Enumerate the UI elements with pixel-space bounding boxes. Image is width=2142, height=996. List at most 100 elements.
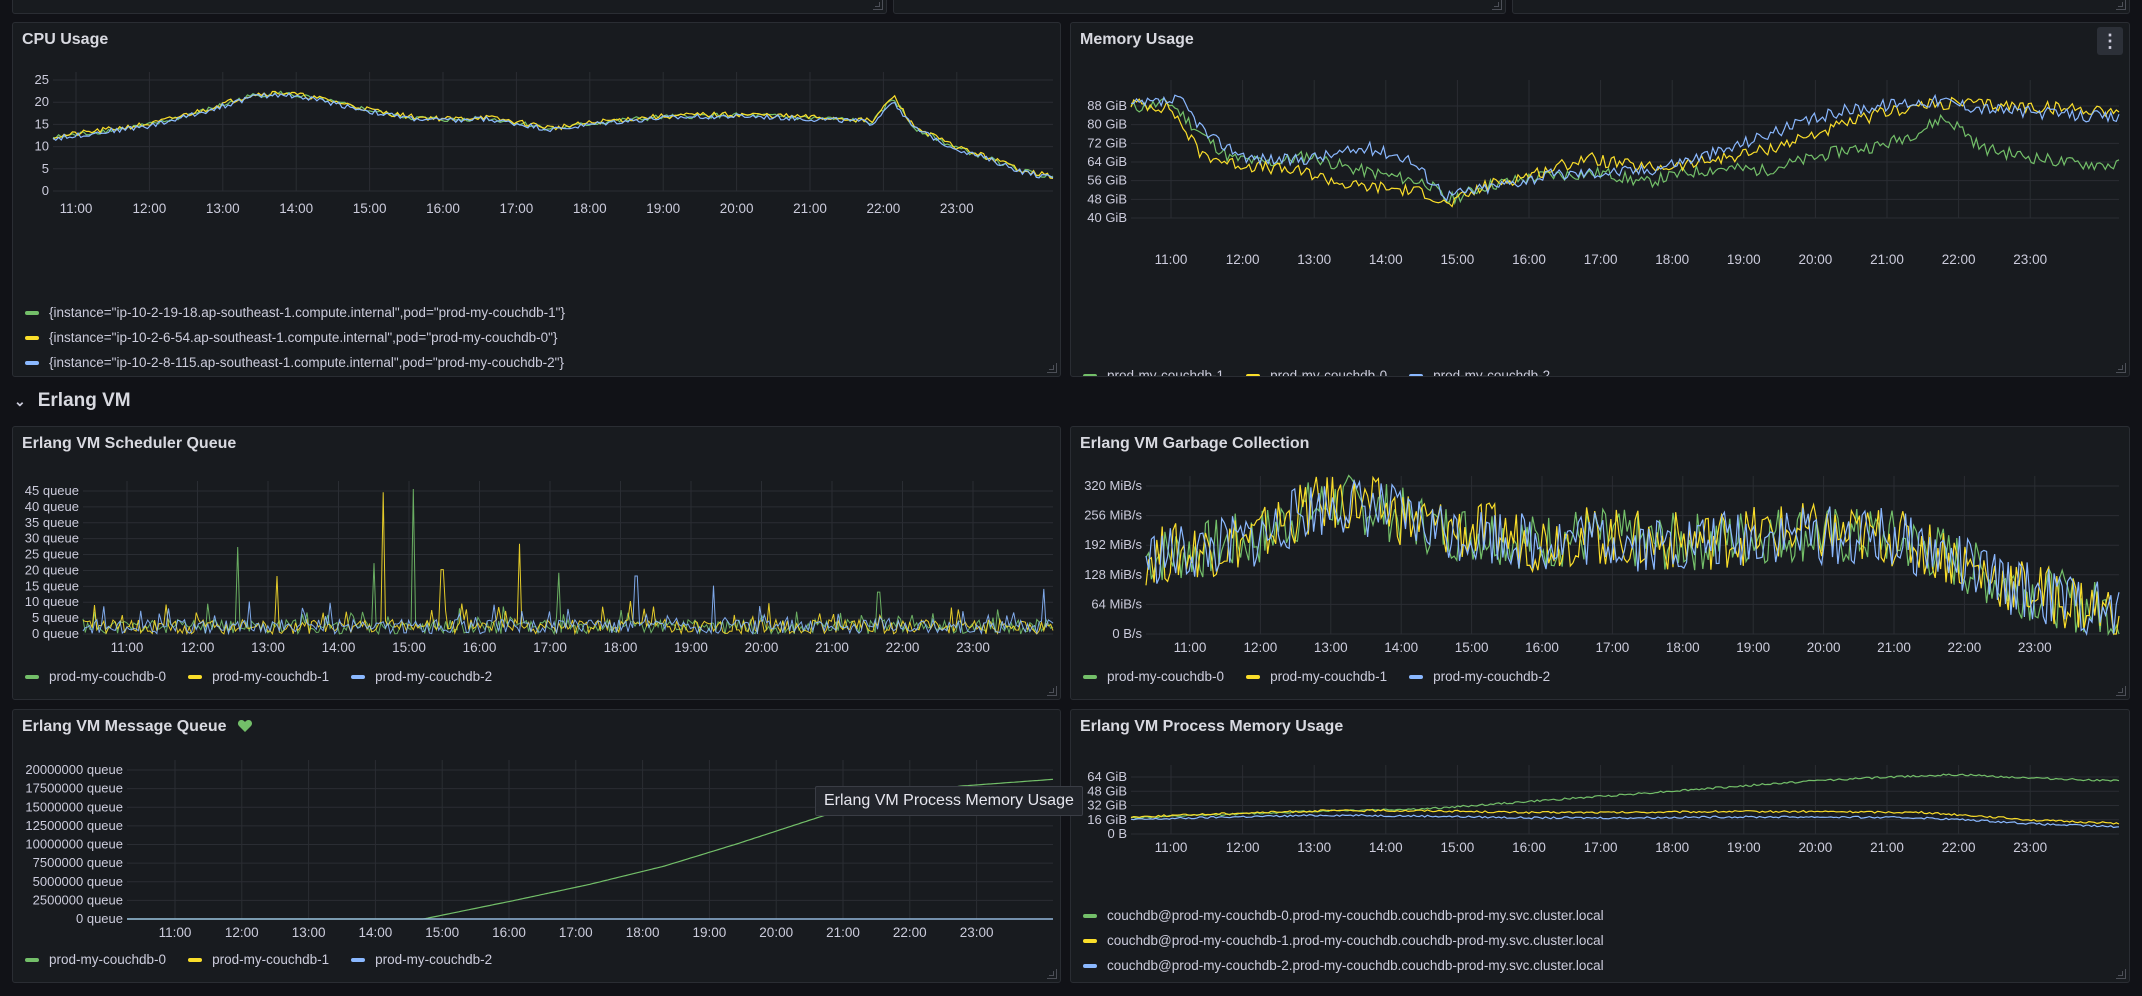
x-tick-label: 16:00	[1525, 640, 1559, 655]
legend-label: prod-my-couchdb-1	[1107, 368, 1225, 377]
resize-handle[interactable]	[2116, 686, 2126, 696]
y-tick-label: 12500000 queue	[25, 818, 123, 833]
x-tick-label: 12:00	[1226, 840, 1260, 855]
chart-legend: prod-my-couchdb-1 prod-my-couchdb-0 prod-m…	[1083, 363, 1551, 377]
x-tick-label: 13:00	[292, 925, 326, 940]
x-tick-label: 18:00	[573, 201, 607, 216]
row-header-erlang-vm[interactable]: ⌄ Erlang VM	[14, 386, 131, 416]
legend-label: prod-my-couchdb-0	[49, 952, 167, 967]
legend-item[interactable]: prod-my-couchdb-0	[25, 952, 166, 967]
x-tick-label: 11:00	[1155, 840, 1188, 855]
x-tick-label: 22:00	[1942, 252, 1976, 267]
y-tick-label: 0 B	[1107, 826, 1127, 841]
x-tick-label: 20:00	[720, 201, 754, 216]
y-tick-label: 10 queue	[25, 594, 79, 609]
x-tick-label: 18:00	[1666, 640, 1700, 655]
x-tick-label: 12:00	[133, 201, 167, 216]
x-tick-label: 21:00	[1877, 640, 1911, 655]
legend-swatch	[1083, 938, 1097, 943]
y-tick-label: 64 MiB/s	[1091, 596, 1142, 611]
y-tick-label: 20 queue	[25, 562, 79, 577]
panel-title: Memory Usage	[1080, 31, 1194, 48]
x-tick-label: 18:00	[1655, 252, 1689, 267]
legend-item[interactable]: prod-my-couchdb-2	[1409, 669, 1550, 684]
series-line-prod-my-couchdb-1	[82, 492, 1054, 636]
panel-title: Erlang VM Process Memory Usage	[1080, 718, 1344, 735]
legend-swatch	[188, 957, 203, 962]
legend-item[interactable]: prod-my-couchdb-1	[188, 952, 329, 967]
message-queue-panel[interactable]: Erlang VM Message Queue 0 queue 2500000 q…	[12, 709, 1061, 983]
series-line-prod-my-couchdb-2	[82, 575, 1054, 636]
legend-swatch	[1246, 674, 1261, 679]
resize-handle[interactable]	[1047, 686, 1057, 696]
cpu-usage-panel[interactable]: CPU Usage 0 5 10 15 20 25 11:00 12:00 13:00 14:00…	[12, 22, 1061, 377]
legend-item[interactable]: couchdb@prod-my-couchdb-1.prod-my-couchd…	[1083, 928, 1604, 953]
legend-item[interactable]: prod-my-couchdb-1	[1246, 669, 1387, 684]
legend-swatch	[1083, 373, 1097, 376]
y-tick-label: 128 MiB/s	[1084, 567, 1142, 582]
x-tick-label: 15:00	[392, 640, 426, 655]
y-tick-label: 0 B/s	[1112, 626, 1142, 641]
legend-item[interactable]: prod-my-couchdb-1	[188, 669, 329, 684]
x-tick-label: 17:00	[1584, 252, 1618, 267]
x-tick-label: 21:00	[1870, 252, 1904, 267]
x-tick-label: 15:00	[1441, 840, 1475, 855]
legend-item[interactable]: prod-my-couchdb-2	[1409, 368, 1551, 377]
x-tick-label: 18:00	[604, 640, 638, 655]
resize-handle[interactable]	[873, 0, 883, 10]
x-tick-label: 19:00	[1727, 252, 1761, 267]
scheduler-queue-panel[interactable]: Erlang VM Scheduler Queue 0 queue 5 queue…	[12, 426, 1061, 700]
memory-usage-panel[interactable]: Memory Usage ⋮ 40 GiB 48 GiB 56 GiB 64 GiB 7…	[1070, 22, 2130, 377]
x-tick-label: 12:00	[225, 925, 259, 940]
x-tick-label: 22:00	[867, 201, 901, 216]
resize-handle[interactable]	[1047, 969, 1057, 979]
x-tick-label: 21:00	[793, 201, 827, 216]
legend-item[interactable]: {instance="ip-10-2-19-18.ap-southeast-1.…	[25, 300, 565, 325]
legend-label: prod-my-couchdb-0	[1270, 368, 1388, 377]
legend-item[interactable]: {instance="ip-10-2-6-54.ap-southeast-1.c…	[25, 325, 565, 350]
x-tick-label: 11:00	[159, 925, 192, 940]
x-tick-label: 20:00	[1799, 840, 1833, 855]
heart-icon[interactable]	[237, 718, 253, 734]
x-tick-label: 22:00	[1948, 640, 1982, 655]
resize-handle[interactable]	[2116, 0, 2126, 10]
x-tick-label: 13:00	[1297, 840, 1331, 855]
y-tick-label: 20000000 queue	[25, 762, 123, 777]
x-tick-label: 14:00	[1384, 640, 1418, 655]
panel-top-partial-3	[1512, 0, 2130, 14]
resize-handle[interactable]	[2116, 969, 2126, 979]
legend-item[interactable]: couchdb@prod-my-couchdb-2.prod-my-couchd…	[1083, 953, 1604, 978]
legend-item[interactable]: prod-my-couchdb-1	[1083, 368, 1225, 377]
resize-handle[interactable]	[1047, 363, 1057, 373]
legend-swatch	[25, 335, 39, 340]
x-tick-label: 15:00	[353, 201, 387, 216]
panel-title: Erlang VM Message Queue	[22, 718, 227, 735]
resize-handle[interactable]	[2116, 363, 2126, 373]
x-tick-label: 12:00	[181, 640, 215, 655]
legend-label: couchdb@prod-my-couchdb-1.prod-my-couchd…	[1107, 933, 1604, 948]
y-tick-label: 56 GiB	[1087, 173, 1127, 188]
x-tick-label: 16:00	[426, 201, 460, 216]
x-tick-label: 15:00	[1455, 640, 1489, 655]
x-tick-label: 21:00	[1870, 840, 1904, 855]
x-tick-label: 22:00	[893, 925, 927, 940]
legend-item[interactable]: couchdb@prod-my-couchdb-0.prod-my-couchd…	[1083, 903, 1604, 928]
x-tick-label: 13:00	[206, 201, 240, 216]
y-tick-label: 5 queue	[32, 610, 79, 625]
legend-item[interactable]: {instance="ip-10-2-8-115.ap-southeast-1.…	[25, 350, 565, 375]
legend-item[interactable]: prod-my-couchdb-0	[1246, 368, 1388, 377]
process-memory-panel[interactable]: Erlang VM Process Memory Usage 0 B 16 GiB…	[1070, 709, 2130, 983]
x-tick-label: 23:00	[956, 640, 990, 655]
legend-item[interactable]: prod-my-couchdb-2	[351, 669, 492, 684]
resize-handle[interactable]	[1492, 0, 1502, 10]
panel-menu-button[interactable]: ⋮	[2097, 27, 2123, 55]
legend-label: prod-my-couchdb-2	[1433, 368, 1551, 377]
garbage-collection-panel[interactable]: Erlang VM Garbage Collection 0 B/s 64 MiB…	[1070, 426, 2130, 700]
y-tick-label: 320 MiB/s	[1084, 478, 1142, 493]
legend-item[interactable]: prod-my-couchdb-0	[25, 669, 166, 684]
legend-item[interactable]: prod-my-couchdb-2	[351, 952, 492, 967]
legend-item[interactable]: prod-my-couchdb-0	[1083, 669, 1224, 684]
y-tick-label: 40 GiB	[1087, 210, 1127, 225]
x-tick-label: 11:00	[111, 640, 144, 655]
